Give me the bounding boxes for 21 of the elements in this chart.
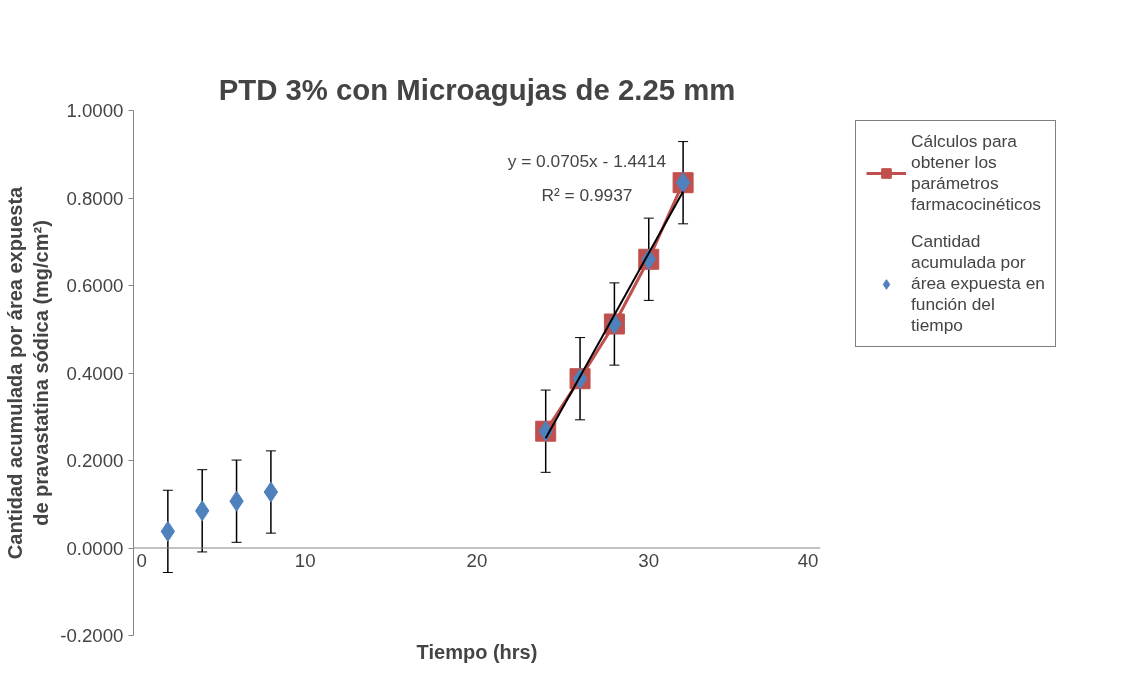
- y-tick-label: 0.8000: [66, 187, 124, 209]
- annotation: R² = 0.9937: [541, 185, 633, 205]
- y-tick-label: 0.6000: [66, 275, 124, 296]
- x-tick-label: 0: [136, 550, 147, 571]
- y-axis-title: Cantidad acumulada por área expuesta de pravastatina sódica (mg/cm²): [3, 185, 53, 560]
- y-tick-label: 0.2000: [66, 450, 124, 471]
- legend-label: Cantidad acumulada por área expuesta en función del tiempo: [911, 231, 1045, 336]
- annotation: y = 0.0705x - 1.4414: [507, 150, 667, 171]
- x-axis-title: Tiempo (hrs): [416, 640, 538, 663]
- y-tick-label: 0.4000: [66, 362, 124, 384]
- y-tick-label: 0.0000: [66, 537, 124, 559]
- y-tick-label: -0.2000: [60, 625, 124, 646]
- x-tick-label: 10: [294, 550, 316, 571]
- legend-label: Cálculos para obtener los parámetros farmacocinéticos: [911, 131, 1042, 215]
- point: [263, 481, 279, 503]
- chart-title: PTD 3% con Microagujas de 2.25 mm: [218, 72, 736, 106]
- y-tick-label: 1.0000: [66, 100, 124, 121]
- x-tick-label: 40: [797, 550, 819, 571]
- point: [160, 520, 176, 542]
- x-tick-label: 20: [466, 550, 488, 571]
- x-tick-label: 30: [638, 550, 660, 571]
